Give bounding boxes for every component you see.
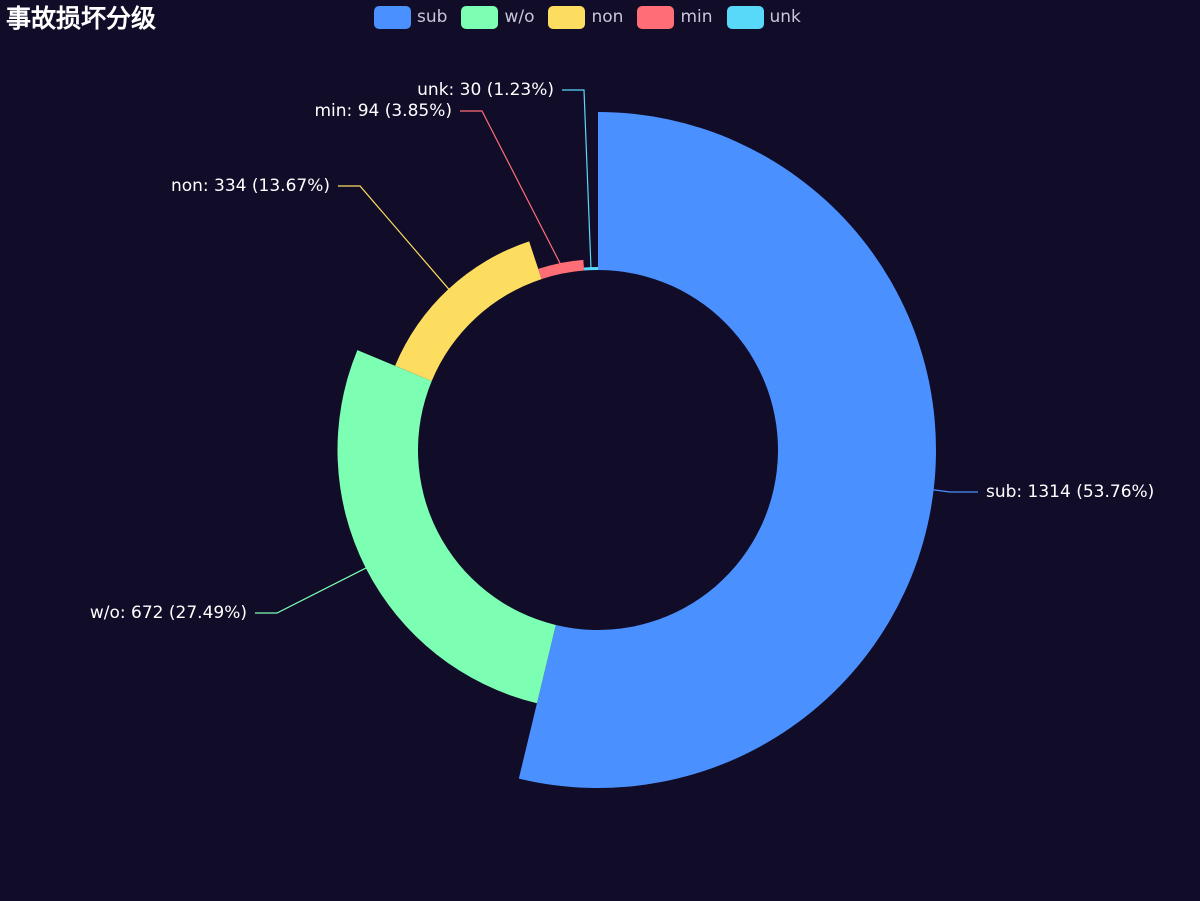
data-label-sub: sub: 1314 (53.76%)	[986, 482, 1154, 502]
data-label-min: min: 94 (3.85%)	[315, 101, 453, 121]
legend-item-sub[interactable]: sub	[374, 5, 448, 29]
chart-title: 事故损坏分级	[6, 4, 157, 33]
chart-legend: sub w/o non min unk	[374, 5, 815, 29]
legend-swatch-wo	[461, 5, 499, 29]
legend-item-unk[interactable]: unk	[726, 5, 801, 29]
legend-swatch-unk	[726, 5, 764, 29]
data-label-unk: unk: 30 (1.23%)	[417, 80, 554, 100]
leader-line-min	[460, 110, 562, 266]
slice-non[interactable]	[395, 241, 542, 382]
legend-item-min[interactable]: min	[637, 5, 713, 29]
leader-line-sub	[931, 489, 978, 493]
legend-item-non[interactable]: non	[548, 5, 624, 29]
legend-label-wo: w/o	[504, 7, 535, 27]
data-label-non: non: 334 (13.67%)	[171, 176, 330, 196]
legend-label-unk: unk	[769, 7, 801, 27]
legend-label-non: non	[591, 7, 624, 27]
legend-swatch-min	[637, 5, 675, 29]
leader-line-unk	[562, 89, 592, 270]
slice-wo[interactable]	[337, 350, 556, 704]
slice-sub[interactable]	[518, 112, 937, 789]
leader-line-non	[338, 185, 451, 291]
slice-min[interactable]	[538, 259, 585, 280]
legend-swatch-sub	[374, 5, 411, 29]
leader-line-wo	[255, 566, 368, 614]
legend-label-min: min	[680, 7, 713, 27]
data-label-wo: w/o: 672 (27.49%)	[90, 603, 247, 623]
legend-item-wo[interactable]: w/o	[461, 5, 535, 29]
legend-label-sub: sub	[417, 7, 448, 27]
legend-swatch-non	[548, 5, 586, 29]
